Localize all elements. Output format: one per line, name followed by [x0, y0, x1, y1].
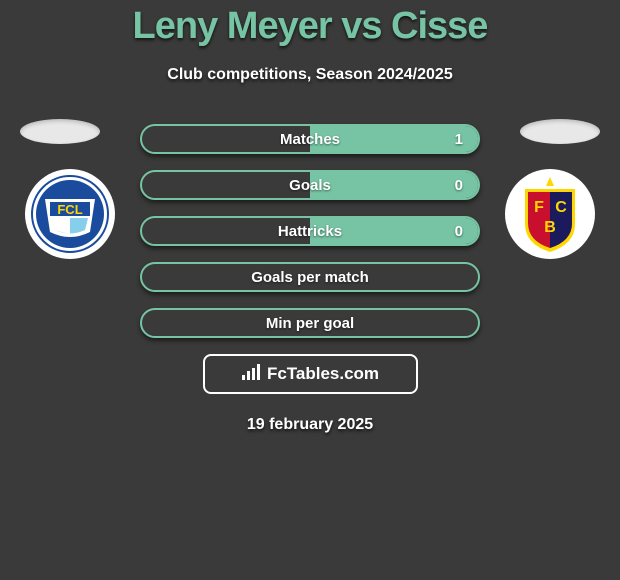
stat-label: Matches: [280, 131, 340, 148]
fcb-crest-icon: F C B: [510, 174, 590, 254]
logo-shadow-left: [20, 119, 100, 144]
fcl-crest-icon: FCL: [30, 174, 110, 254]
svg-text:B: B: [544, 219, 556, 236]
stat-bar-goals: Goals 0: [140, 170, 480, 200]
comparison-area: FCL F C B Matches 1 Goals 0: [0, 124, 620, 434]
logo-shadow-right: [520, 119, 600, 144]
stat-value-right: 1: [455, 131, 463, 148]
svg-text:C: C: [555, 199, 567, 216]
page-title: Leny Meyer vs Cisse: [0, 0, 620, 48]
svg-text:F: F: [534, 199, 544, 216]
stat-bar-goals-per-match: Goals per match: [140, 262, 480, 292]
date-text: 19 february 2025: [0, 416, 620, 434]
stat-value-right: 0: [455, 177, 463, 194]
brand-text: FcTables.com: [267, 364, 379, 384]
stat-bar-min-per-goal: Min per goal: [140, 308, 480, 338]
subtitle: Club competitions, Season 2024/2025: [0, 66, 620, 84]
stat-fill-right: [310, 172, 478, 198]
club-logo-right: F C B: [505, 169, 595, 259]
svg-text:FCL: FCL: [57, 202, 82, 217]
stat-label: Goals per match: [251, 269, 369, 286]
stat-bar-matches: Matches 1: [140, 124, 480, 154]
stat-bar-hattricks: Hattricks 0: [140, 216, 480, 246]
stat-label: Hattricks: [278, 223, 342, 240]
stat-bars-container: Matches 1 Goals 0 Hattricks 0 Goals per …: [140, 124, 480, 338]
stat-label: Min per goal: [266, 315, 354, 332]
stat-label: Goals: [289, 177, 331, 194]
brand-box[interactable]: FcTables.com: [203, 354, 418, 394]
stat-value-right: 0: [455, 223, 463, 240]
chart-icon: [241, 363, 263, 386]
club-logo-left: FCL: [25, 169, 115, 259]
